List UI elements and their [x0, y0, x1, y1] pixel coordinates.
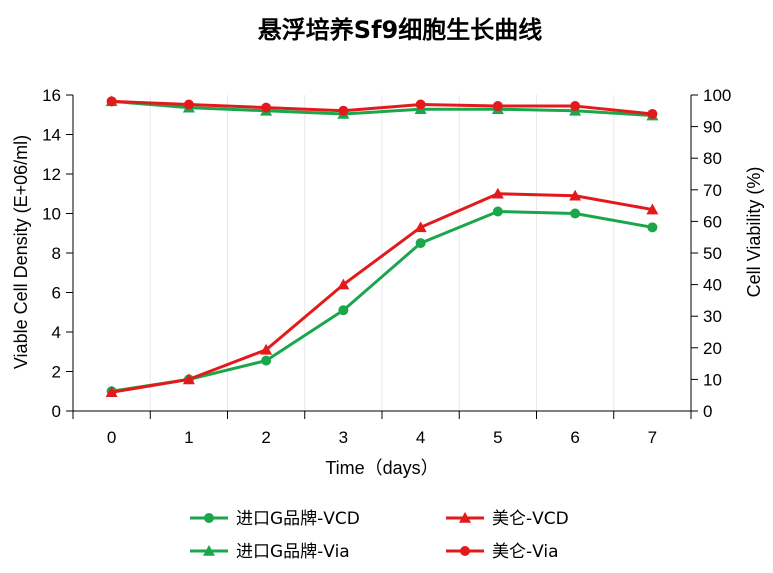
x-tick-label: 3 — [339, 428, 348, 447]
series-line — [111, 192, 653, 394]
x-tick-label: 1 — [184, 428, 193, 447]
right-y-tick-label: 80 — [703, 149, 722, 168]
right-y-tick-label: 30 — [703, 307, 722, 326]
left-axis-title: Viable Cell Density (E+06/ml) — [11, 135, 31, 369]
grid-layer — [149, 95, 615, 411]
right-y-tick-label: 50 — [703, 244, 722, 263]
legend-label: 美仑-Via — [492, 542, 559, 562]
x-tick-label: 4 — [416, 428, 425, 447]
x-axis-title: Time（days） — [325, 458, 438, 478]
left-y-tick-label: 10 — [42, 205, 61, 224]
left-y-tick-label: 16 — [42, 86, 61, 105]
left-y-tick-label: 6 — [52, 284, 61, 303]
data-point — [646, 203, 659, 215]
x-tick-label: 7 — [648, 428, 657, 447]
series-line — [111, 99, 653, 116]
legend-label: 美仑-VCD — [492, 509, 569, 529]
x-tick-label: 0 — [107, 428, 116, 447]
data-point — [183, 99, 194, 110]
x-tick-label: 2 — [261, 428, 270, 447]
legend-label: 进口G品牌-Via — [236, 542, 350, 562]
data-point — [647, 108, 658, 119]
right-y-tick-label: 40 — [703, 276, 722, 295]
legend-marker — [204, 513, 214, 523]
data-point — [337, 278, 350, 290]
right-y-tick-label: 70 — [703, 181, 722, 200]
data-point — [415, 238, 426, 249]
legend-label: 进口G品牌-VCD — [236, 509, 360, 529]
left-y-tick-label: 12 — [42, 165, 61, 184]
data-point — [338, 305, 349, 316]
axes-layer: 0 1 2 3 4 5 6 702468101214160102030405060708090… — [42, 86, 731, 447]
series-layer — [105, 95, 659, 398]
right-y-tick-label: 10 — [703, 370, 722, 389]
data-point — [492, 101, 503, 112]
chart-title: 悬浮培养Sf9细胞生长曲线 — [258, 16, 542, 44]
left-y-tick-label: 4 — [52, 323, 61, 342]
right-y-tick-label: 0 — [703, 402, 712, 421]
legend: 进口G品牌-VCD 美仑-VCD 进口G品牌-Via 美仑-Via — [190, 509, 569, 562]
right-y-tick-label: 60 — [703, 212, 722, 231]
series-line — [111, 210, 653, 393]
data-point — [105, 386, 118, 398]
data-point — [260, 343, 273, 355]
left-y-tick-label: 0 — [52, 402, 61, 421]
data-point — [492, 206, 503, 217]
legend-marker — [459, 512, 471, 523]
data-point — [182, 373, 195, 385]
x-tick-label: 6 — [570, 428, 579, 447]
data-point — [647, 222, 658, 233]
data-point — [570, 101, 581, 112]
data-point — [569, 189, 582, 201]
series-line — [111, 99, 653, 118]
data-point — [338, 105, 349, 116]
data-point — [106, 96, 117, 107]
right-axis-title: Cell Viability (%) — [744, 167, 764, 298]
data-point — [415, 99, 426, 110]
right-y-tick-label: 20 — [703, 339, 722, 358]
data-point — [414, 221, 427, 233]
data-point — [261, 355, 272, 366]
data-point — [261, 102, 272, 113]
legend-marker — [203, 545, 215, 556]
right-y-tick-label: 90 — [703, 118, 722, 137]
left-y-tick-label: 2 — [52, 363, 61, 382]
x-tick-label: 5 — [493, 428, 502, 447]
data-point — [570, 208, 581, 219]
right-y-tick-label: 100 — [703, 86, 731, 105]
legend-marker — [460, 546, 470, 556]
left-y-tick-label: 8 — [52, 244, 61, 263]
data-point — [491, 187, 504, 199]
left-y-tick-label: 14 — [42, 126, 61, 145]
